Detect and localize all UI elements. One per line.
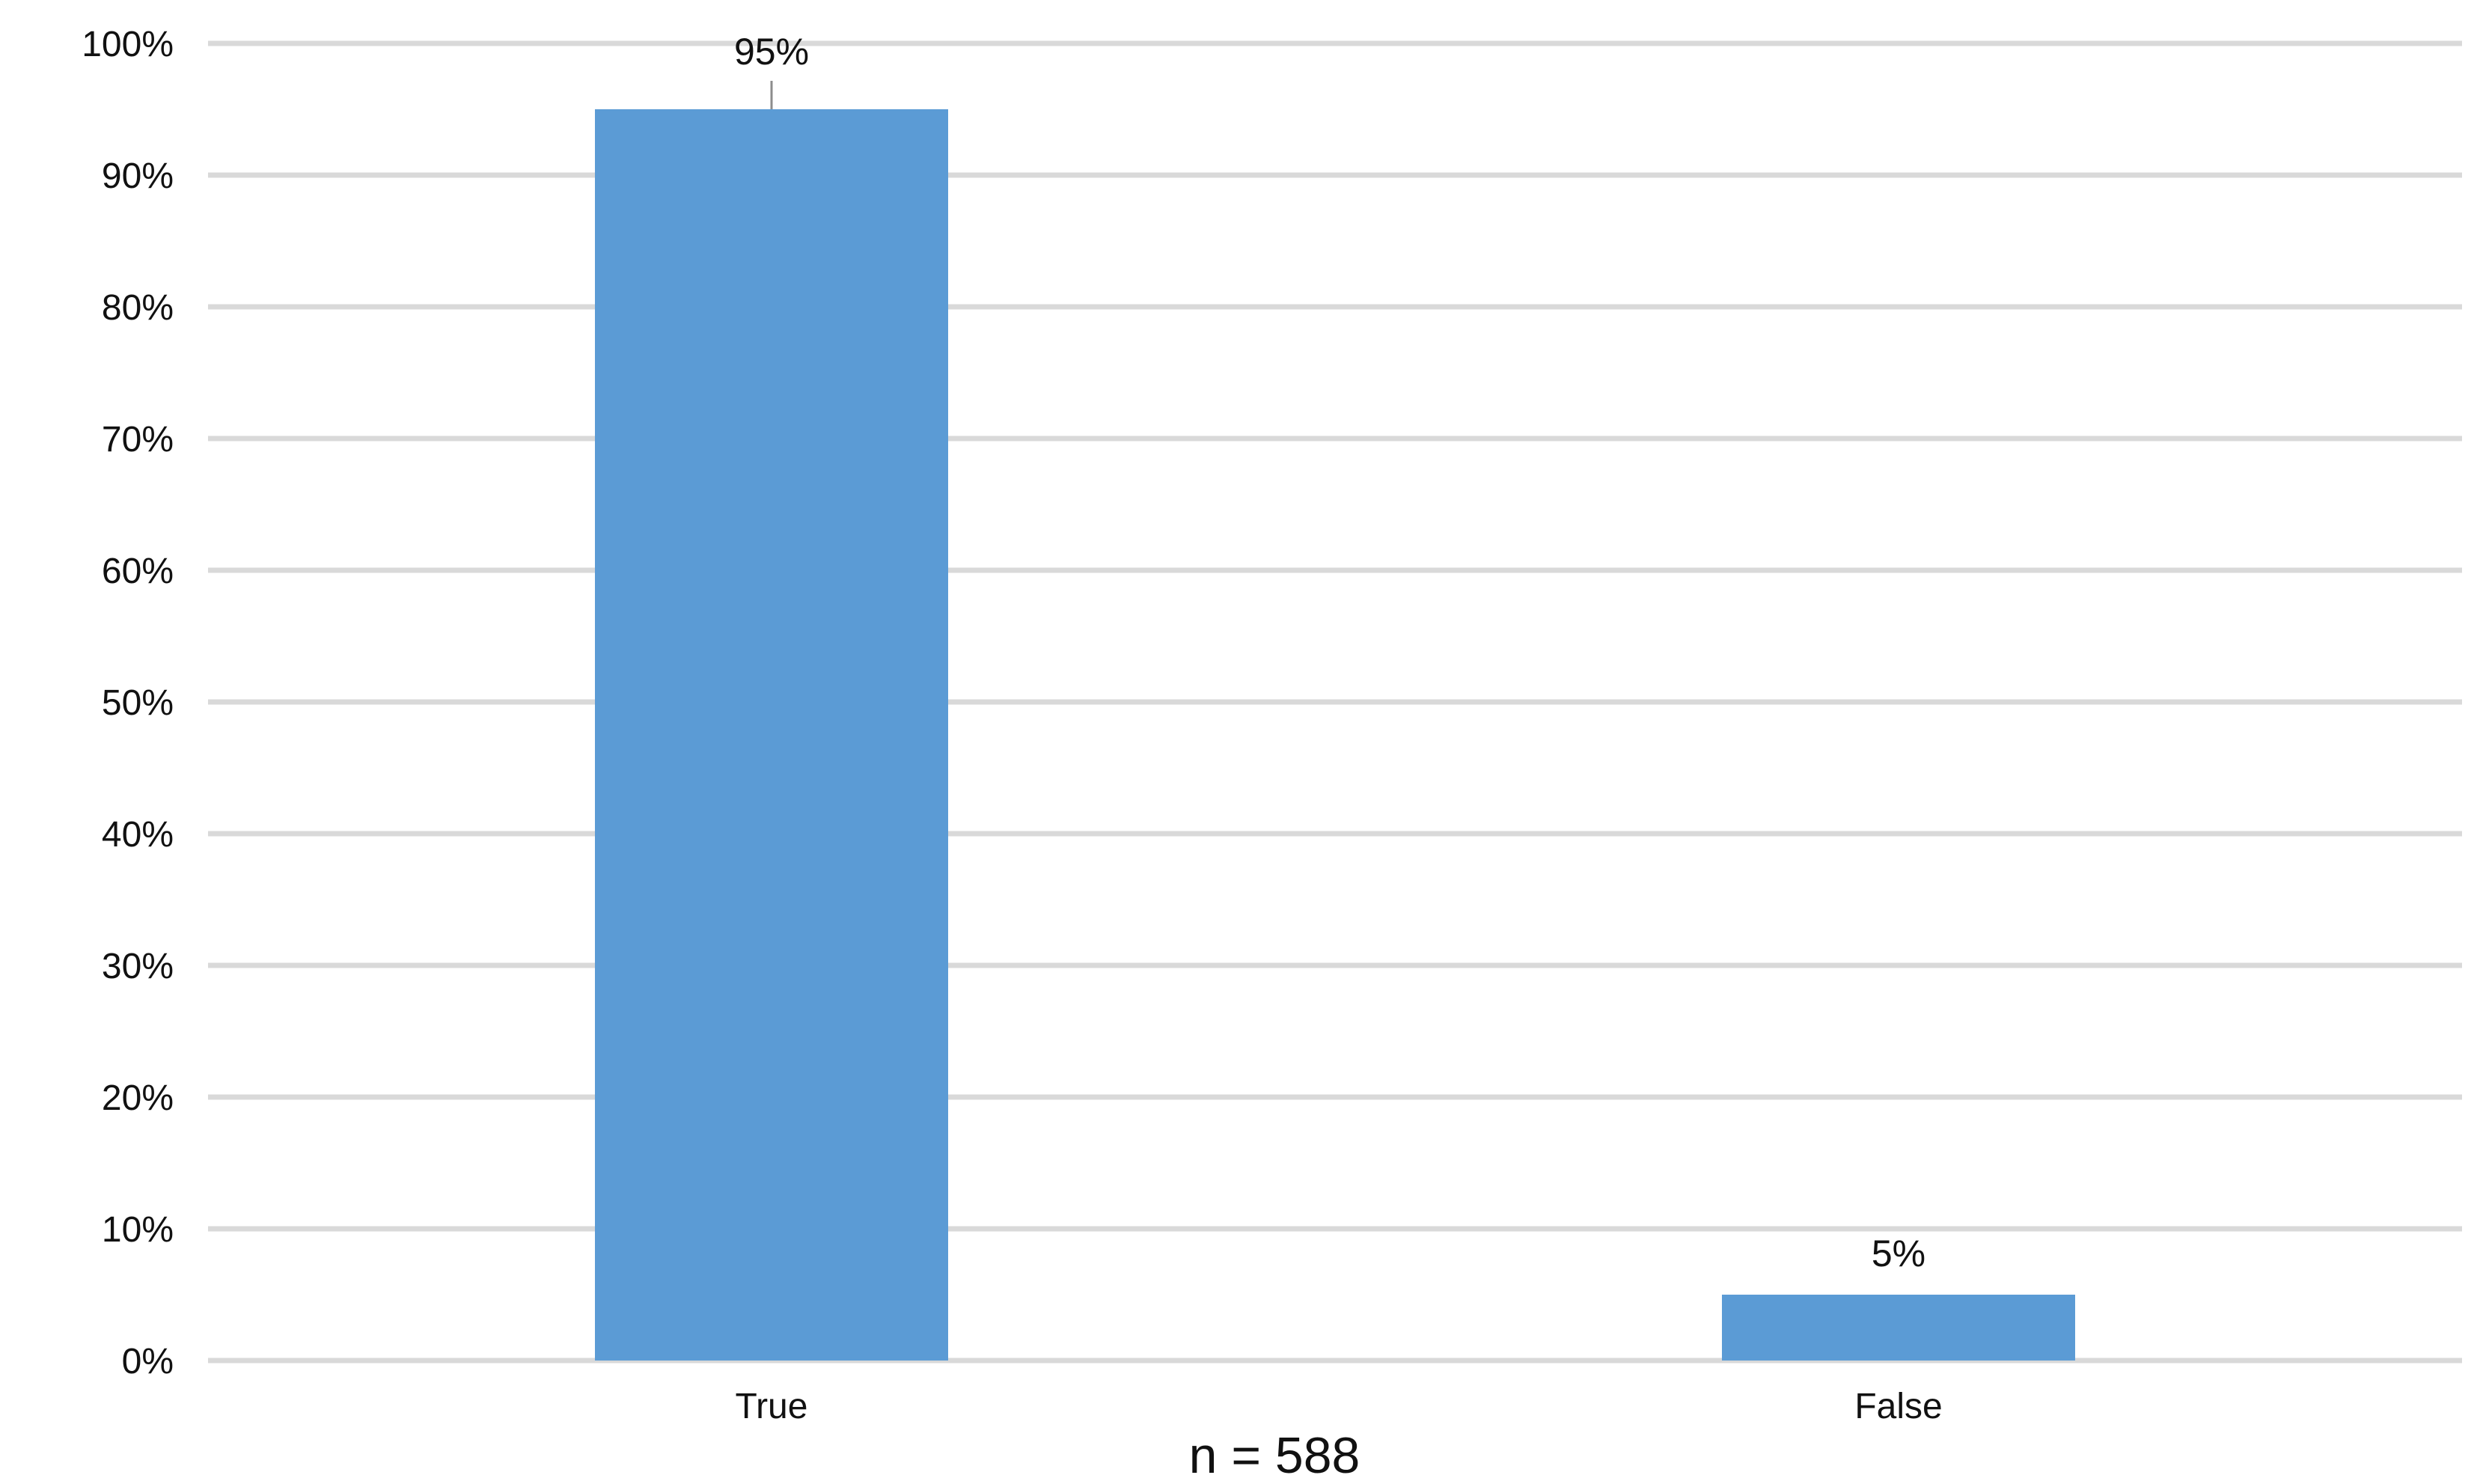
x-axis-categories: True False xyxy=(736,1387,1943,1426)
y-tick-label: 90% xyxy=(102,156,174,196)
x-category-label: True xyxy=(736,1387,808,1426)
data-label: 5% xyxy=(1872,1233,1925,1274)
y-tick-label: 80% xyxy=(102,288,174,328)
y-tick-label: 40% xyxy=(102,815,174,855)
y-tick-label: 100% xyxy=(82,25,174,64)
y-tick-label: 0% xyxy=(122,1342,174,1381)
gridlines xyxy=(208,40,2462,1364)
y-tick-label: 70% xyxy=(102,420,174,459)
y-tick-label: 60% xyxy=(102,552,174,591)
data-labels: 95% 5% xyxy=(734,31,1925,1274)
x-category-label: False xyxy=(1854,1387,1942,1426)
y-tick-label: 30% xyxy=(102,947,174,986)
bar-false xyxy=(1722,1295,2075,1361)
y-tick-label: 50% xyxy=(102,683,174,723)
y-tick-label: 10% xyxy=(102,1210,174,1250)
y-tick-label: 20% xyxy=(102,1078,174,1118)
bar-true xyxy=(595,109,948,1361)
data-label: 95% xyxy=(734,31,809,73)
bars xyxy=(595,109,2075,1361)
sample-size-note: n = 588 xyxy=(1189,1427,1360,1484)
y-axis-ticks: 0% 10% 20% 30% 40% 50% 60% 70% 80% 90% 100% xyxy=(82,25,174,1381)
